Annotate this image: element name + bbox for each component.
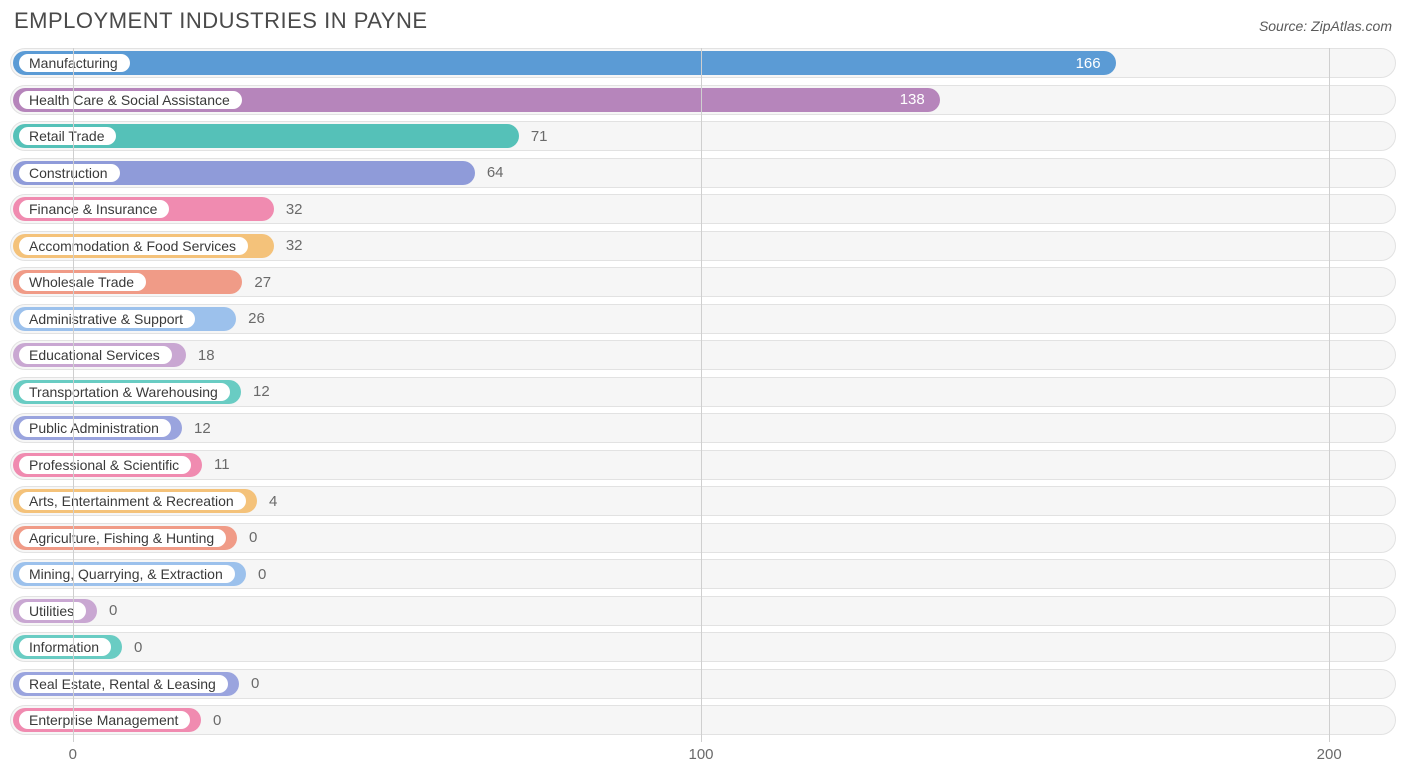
chart-source: Source: ZipAtlas.com xyxy=(1259,18,1392,34)
bar-value: 32 xyxy=(286,231,303,261)
bar-label-pill: Public Administration xyxy=(18,418,172,438)
chart-row: Manufacturing 166 xyxy=(10,48,1396,78)
chart-row: Retail Trade 71 xyxy=(10,121,1396,151)
bar-value: 0 xyxy=(249,523,257,553)
bar-label-pill: Retail Trade xyxy=(18,126,117,146)
chart-row: Transportation & Warehousing 12 xyxy=(10,377,1396,407)
chart-row: Construction 64 xyxy=(10,158,1396,188)
chart-row: Accommodation & Food Services 32 xyxy=(10,231,1396,261)
bar-value: 71 xyxy=(531,121,548,151)
chart-row: Wholesale Trade 27 xyxy=(10,267,1396,297)
bar-label-pill: Real Estate, Rental & Leasing xyxy=(18,674,229,694)
bar-value: 138 xyxy=(900,85,925,115)
chart-row: Administrative & Support 26 xyxy=(10,304,1396,334)
bar-label-pill: Mining, Quarrying, & Extraction xyxy=(18,564,236,584)
chart-container: EMPLOYMENT INDUSTRIES IN PAYNE Source: Z… xyxy=(0,0,1406,768)
chart-row: Professional & Scientific 11 xyxy=(10,450,1396,480)
chart-header: EMPLOYMENT INDUSTRIES IN PAYNE Source: Z… xyxy=(10,8,1396,34)
bar-value: 27 xyxy=(254,267,271,297)
chart-row: Finance & Insurance 32 xyxy=(10,194,1396,224)
bar-value: 0 xyxy=(134,632,142,662)
axis-tick-label: 200 xyxy=(1317,746,1342,763)
chart-row: Real Estate, Rental & Leasing 0 xyxy=(10,669,1396,699)
bar-label-pill: Enterprise Management xyxy=(18,710,191,730)
chart-row: Utilities 0 xyxy=(10,596,1396,626)
bar-label-pill: Construction xyxy=(18,163,121,183)
bar-label-pill: Finance & Insurance xyxy=(18,199,170,219)
chart-plot: Manufacturing 166 Health Care & Social Ass… xyxy=(10,48,1396,768)
bar-track xyxy=(10,340,1396,370)
chart-title: EMPLOYMENT INDUSTRIES IN PAYNE xyxy=(14,8,428,34)
bar-value: 12 xyxy=(194,413,211,443)
bar-label-pill: Health Care & Social Assistance xyxy=(18,90,243,110)
bar-value: 11 xyxy=(214,450,230,480)
chart-x-axis: 0 100 200 xyxy=(10,742,1396,768)
bar-value: 64 xyxy=(487,158,504,188)
chart-bars: Manufacturing 166 Health Care & Social Ass… xyxy=(10,48,1396,735)
bar-label-pill: Manufacturing xyxy=(18,53,131,73)
bar-value: 0 xyxy=(258,559,266,589)
bar-label-pill: Educational Services xyxy=(18,345,173,365)
chart-row: Public Administration 12 xyxy=(10,413,1396,443)
bar-value: 12 xyxy=(253,377,270,407)
bar-label-pill: Transportation & Warehousing xyxy=(18,382,231,402)
chart-row: Mining, Quarrying, & Extraction 0 xyxy=(10,559,1396,589)
bar-fill xyxy=(13,51,1116,75)
bar-label-pill: Wholesale Trade xyxy=(18,272,147,292)
axis-tick-label: 0 xyxy=(69,746,77,763)
bar-value: 0 xyxy=(213,705,221,735)
chart-row: Arts, Entertainment & Recreation 4 xyxy=(10,486,1396,516)
axis-tick-label: 100 xyxy=(688,746,713,763)
chart-row: Health Care & Social Assistance 138 xyxy=(10,85,1396,115)
bar-value: 18 xyxy=(198,340,215,370)
bar-track xyxy=(10,596,1396,626)
bar-label-pill: Utilities xyxy=(18,601,87,621)
chart-row: Educational Services 18 xyxy=(10,340,1396,370)
bar-label-pill: Administrative & Support xyxy=(18,309,196,329)
chart-row: Enterprise Management 0 xyxy=(10,705,1396,735)
bar-label-pill: Professional & Scientific xyxy=(18,455,192,475)
bar-track xyxy=(10,632,1396,662)
bar-value: 26 xyxy=(248,304,265,334)
bar-label-pill: Information xyxy=(18,637,112,657)
bar-label-pill: Arts, Entertainment & Recreation xyxy=(18,491,247,511)
bar-value: 32 xyxy=(286,194,303,224)
bar-label-pill: Accommodation & Food Services xyxy=(18,236,249,256)
bar-track xyxy=(10,413,1396,443)
bar-value: 4 xyxy=(269,486,277,516)
bar-label-pill: Agriculture, Fishing & Hunting xyxy=(18,528,227,548)
bar-value: 0 xyxy=(109,596,117,626)
chart-row: Information 0 xyxy=(10,632,1396,662)
bar-value: 166 xyxy=(1076,48,1101,78)
bar-value: 0 xyxy=(251,669,259,699)
chart-row: Agriculture, Fishing & Hunting 0 xyxy=(10,523,1396,553)
